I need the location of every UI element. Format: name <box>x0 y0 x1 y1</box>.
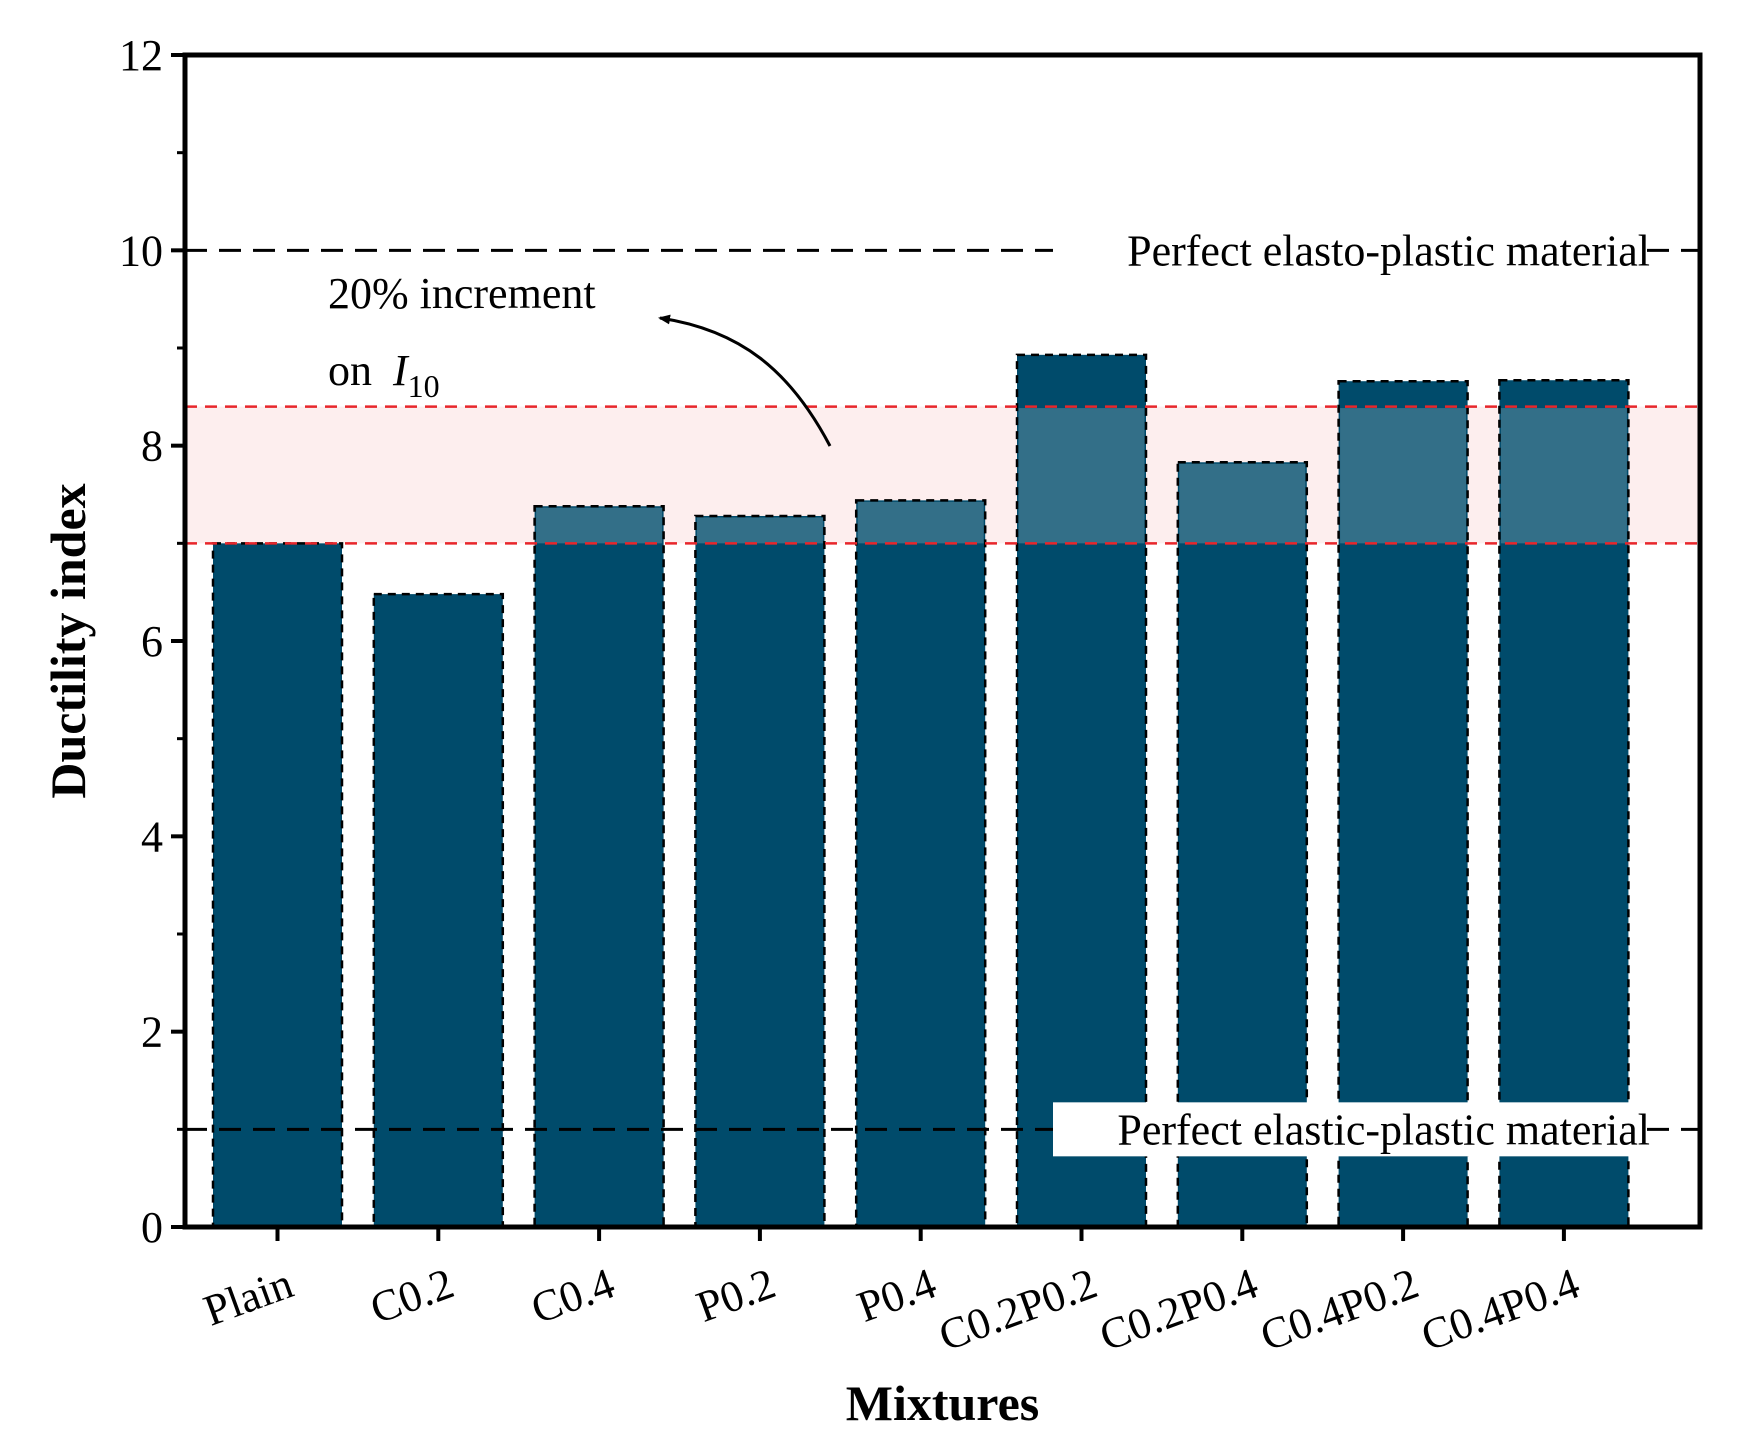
x-tick-label: C0.4 <box>525 1259 621 1334</box>
bar-c02 <box>372 592 505 1229</box>
y-tick-label: 10 <box>119 226 163 275</box>
reference-label-elastic-plastic: Perfect elastic-plastic material <box>1117 1105 1650 1154</box>
x-tick-label: P0.4 <box>851 1259 942 1332</box>
x-tick-label: P0.2 <box>690 1259 781 1332</box>
annotation-prefix: on <box>328 346 383 395</box>
x-tick-label: C0.4P0.4 <box>1415 1259 1586 1361</box>
annotation-line1: 20% increment <box>328 269 596 318</box>
annotation-subscript: 10 <box>408 368 440 404</box>
bar-c04p04 <box>1498 378 1630 1229</box>
y-tick-label: 6 <box>141 617 163 666</box>
x-tick-label: C0.4P0.2 <box>1254 1259 1425 1361</box>
bar-band-overlay <box>696 517 823 544</box>
bar-c02p02 <box>1015 353 1148 1229</box>
bar-c04p02 <box>1337 379 1469 1229</box>
y-axis-title: Ductility index <box>40 483 96 798</box>
bar-p02 <box>694 514 826 1229</box>
x-axis-title: Mixtures <box>846 1375 1039 1431</box>
annotation-symbol: I <box>392 346 410 395</box>
x-tick-label: C0.2P0.2 <box>932 1259 1103 1361</box>
y-tick-label: 12 <box>119 31 163 80</box>
y-tick-label: 8 <box>141 422 163 471</box>
x-tick-label: C0.2P0.4 <box>1093 1259 1264 1361</box>
x-tick-label: C0.2 <box>364 1259 460 1334</box>
bar-c02p04 <box>1176 461 1309 1229</box>
bar-band-overlay <box>1018 408 1145 544</box>
annotation-line2: on I10 <box>328 346 440 404</box>
bar-band-overlay <box>1500 408 1627 544</box>
reference-label-background <box>1053 223 1644 278</box>
bar-p04 <box>854 499 987 1229</box>
bar-c04 <box>533 504 665 1229</box>
bar-band-overlay <box>536 507 663 544</box>
bar-band-overlay <box>857 501 984 544</box>
y-tick-label: 2 <box>141 1008 163 1057</box>
reference-label-elasto-plastic: Perfect elasto-plastic material <box>1127 226 1650 275</box>
y-tick-label: 0 <box>141 1203 163 1252</box>
x-tick-label: Plain <box>197 1259 299 1336</box>
reference-label-background <box>1053 1102 1644 1157</box>
annotation-arrow <box>658 314 832 447</box>
bar-plain <box>211 542 344 1229</box>
y-tick-label: 4 <box>141 812 163 861</box>
bar-band-overlay <box>1179 463 1306 544</box>
bar-band-overlay <box>1340 408 1467 544</box>
